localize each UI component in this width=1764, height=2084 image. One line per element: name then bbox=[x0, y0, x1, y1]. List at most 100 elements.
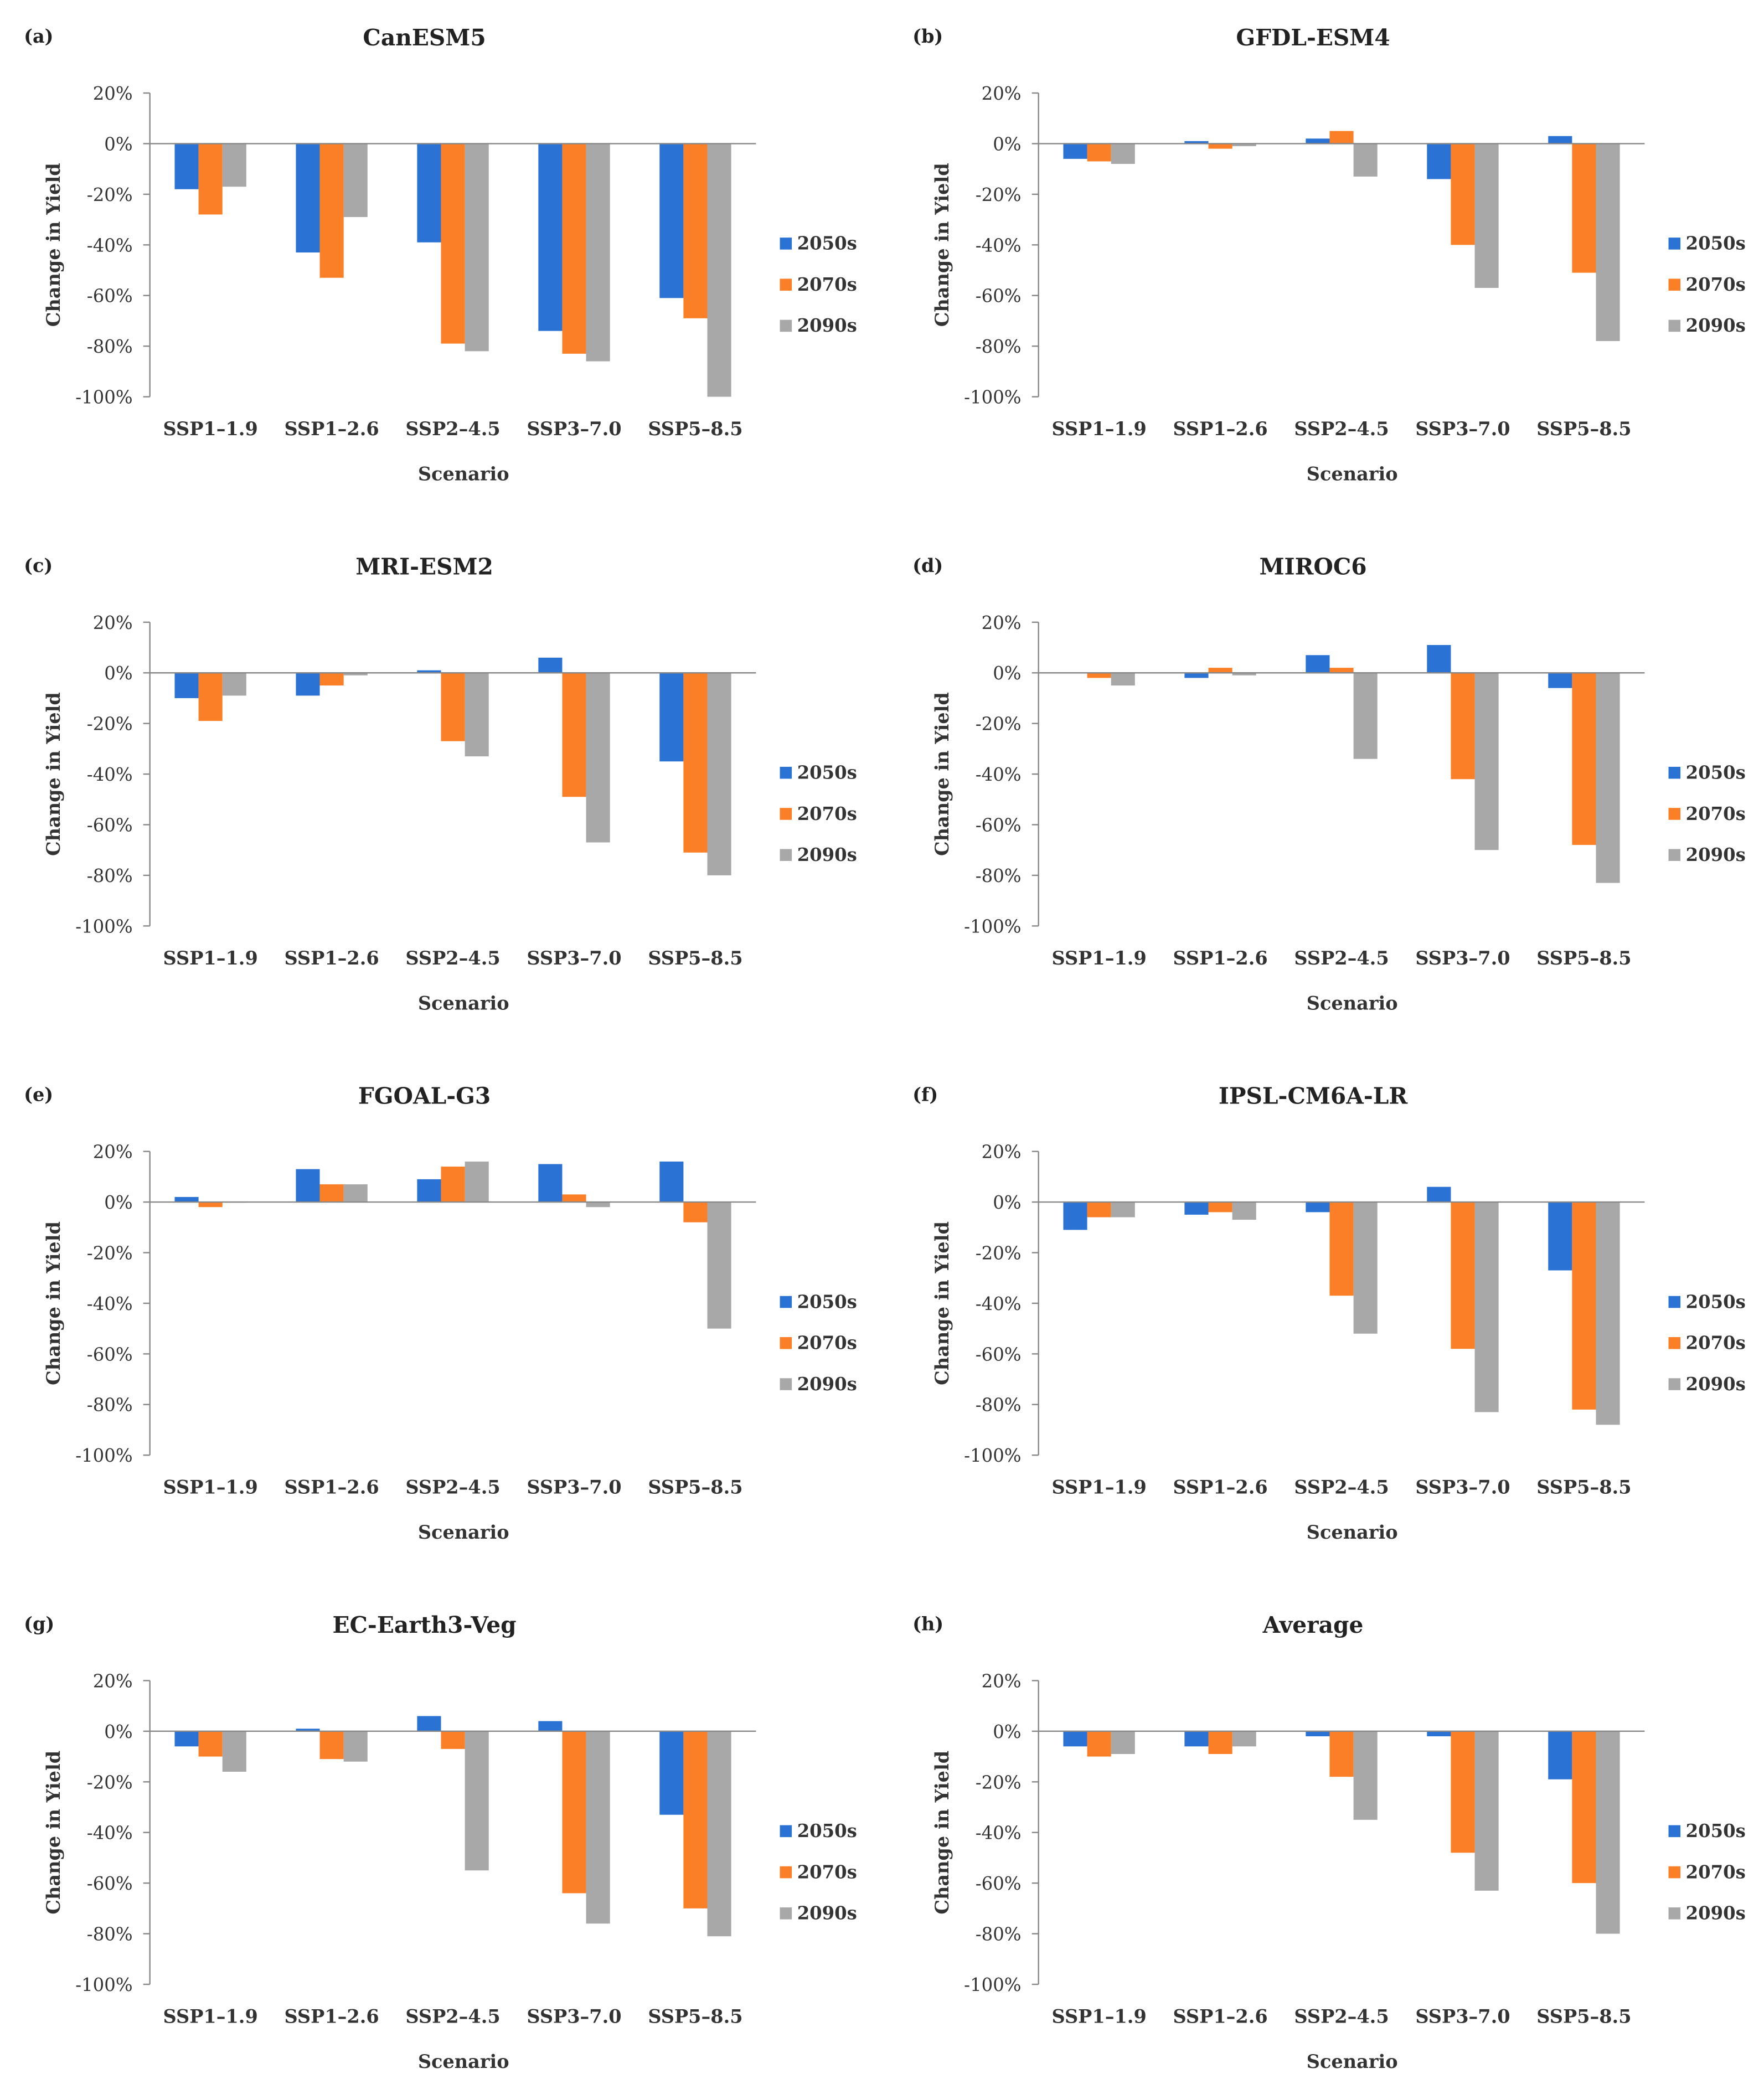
legend-label-2090s: 2090s bbox=[1686, 844, 1746, 865]
bar-2050s-SSP1–1.9 bbox=[1063, 1202, 1087, 1230]
bar-2050s-SSP1–2.6 bbox=[1184, 141, 1209, 144]
y-tick-label: -60% bbox=[976, 286, 1022, 307]
legend-label-2090s: 2090s bbox=[797, 315, 857, 336]
bar-2090s-SSP5–8.5 bbox=[707, 1731, 731, 1937]
legend-label-2070s: 2070s bbox=[1686, 1333, 1746, 1354]
bar-2070s-SSP2–4.5 bbox=[1329, 1731, 1354, 1777]
panel-label: (h) bbox=[912, 1613, 943, 1634]
bar-2090s-SSP3–7.0 bbox=[586, 1202, 610, 1208]
x-tick-label: SSP1–1.9 bbox=[163, 418, 258, 440]
x-tick-label: SSP3–7.0 bbox=[1415, 1477, 1510, 1498]
panel-label: (a) bbox=[24, 25, 53, 47]
bar-2090s-SSP2–4.5 bbox=[1353, 673, 1378, 759]
y-tick-label: -40% bbox=[976, 235, 1022, 256]
bar-2090s-SSP5–8.5 bbox=[1596, 1202, 1620, 1425]
legend-swatch-2050s bbox=[1668, 238, 1681, 250]
chart-title: IPSL-CM6A-LR bbox=[1219, 1082, 1409, 1109]
x-tick-label: SSP2–4.5 bbox=[1294, 947, 1389, 969]
bar-2070s-SSP3–7.0 bbox=[562, 1731, 586, 1894]
x-tick-label: SSP1–2.6 bbox=[284, 1477, 379, 1498]
bar-2070s-SSP1–1.9 bbox=[198, 673, 223, 721]
legend-label-2090s: 2090s bbox=[797, 844, 857, 865]
bar-2050s-SSP2–4.5 bbox=[417, 1179, 441, 1203]
y-tick-label: -80% bbox=[87, 1395, 133, 1416]
y-tick-label: -60% bbox=[87, 286, 133, 307]
bar-2070s-SSP1–2.6 bbox=[1208, 143, 1232, 149]
legend-swatch-2090s bbox=[1668, 319, 1681, 332]
chart-panel-ipsl-cm6a-lr: (f) IPSL-CM6A-LR 20% 0% -20% -40% -60% -80% -100… bbox=[912, 1082, 1746, 1543]
legend-swatch-2050s bbox=[780, 238, 792, 250]
bar-2090s-SSP2–4.5 bbox=[1353, 1202, 1378, 1334]
legend-swatch-2090s bbox=[780, 1378, 792, 1390]
bar-2070s-SSP1–1.9 bbox=[1087, 1202, 1111, 1218]
y-tick-label: -80% bbox=[87, 336, 133, 357]
y-tick-label: -40% bbox=[87, 1293, 133, 1314]
bar-2090s-SSP1–1.9 bbox=[222, 1731, 246, 1772]
bar-2070s-SSP5–8.5 bbox=[683, 1202, 708, 1222]
y-tick-label: 20% bbox=[93, 1142, 133, 1163]
chart-panel-average: (h) Average 20% 0% -20% -40% -60% -80% -100% Chan… bbox=[912, 1612, 1746, 2072]
panel-label: (e) bbox=[24, 1084, 53, 1106]
y-tick-label: -80% bbox=[976, 1395, 1022, 1416]
bar-2090s-SSP1–1.9 bbox=[1111, 143, 1135, 164]
x-tick-label: SSP3–7.0 bbox=[527, 2005, 621, 2027]
y-tick-label: -80% bbox=[976, 1924, 1022, 1945]
x-tick-label: SSP2–4.5 bbox=[405, 1477, 500, 1498]
y-tick-label: 20% bbox=[93, 612, 133, 633]
bar-2070s-SSP2–4.5 bbox=[441, 673, 465, 741]
y-axis-label: Change in Yield bbox=[43, 692, 64, 856]
bar-2090s-SSP1–1.9 bbox=[1111, 673, 1135, 686]
bar-2070s-SSP3–7.0 bbox=[1451, 1731, 1475, 1853]
bar-2050s-SSP2–4.5 bbox=[417, 670, 441, 673]
bar-2070s-SSP1–2.6 bbox=[319, 1184, 344, 1203]
y-tick-label: 20% bbox=[982, 83, 1022, 104]
bar-2070s-SSP2–4.5 bbox=[441, 1731, 465, 1749]
x-tick-label: SSP3–7.0 bbox=[1415, 418, 1510, 440]
y-tick-label: 0% bbox=[104, 133, 132, 154]
bar-2070s-SSP1–1.9 bbox=[198, 1731, 223, 1757]
bar-2070s-SSP2–4.5 bbox=[441, 143, 465, 344]
y-axis-label: Change in Yield bbox=[931, 1751, 953, 1915]
bar-2070s-SSP1–1.9 bbox=[1087, 143, 1111, 162]
bar-2050s-SSP1–1.9 bbox=[174, 1196, 199, 1203]
bar-2050s-SSP3–7.0 bbox=[538, 143, 563, 331]
y-tick-label: -40% bbox=[976, 1293, 1022, 1314]
y-tick-label: -100% bbox=[964, 1445, 1021, 1466]
x-tick-label: SSP1–2.6 bbox=[1173, 418, 1267, 440]
chart-panel-mri-esm2: (c) MRI-ESM2 20% 0% -20% -40% -60% -80% -100% Cha… bbox=[24, 554, 857, 1014]
bar-2070s-SSP3–7.0 bbox=[562, 1194, 586, 1203]
bar-2050s-SSP2–4.5 bbox=[1306, 655, 1330, 673]
x-tick-label: SSP2–4.5 bbox=[405, 947, 500, 969]
bar-2090s-SSP5–8.5 bbox=[707, 143, 731, 397]
bar-2050s-SSP1–2.6 bbox=[1184, 1731, 1209, 1747]
x-tick-label: SSP2–4.5 bbox=[1294, 1477, 1389, 1498]
y-tick-label: -100% bbox=[75, 1974, 132, 1995]
y-axis-label: Change in Yield bbox=[43, 1221, 64, 1385]
x-tick-label: SSP3–7.0 bbox=[1415, 947, 1510, 969]
x-tick-label: SSP3–7.0 bbox=[527, 947, 621, 969]
y-tick-label: 20% bbox=[982, 1670, 1022, 1691]
x-tick-label: SSP3–7.0 bbox=[527, 418, 621, 440]
legend-label-2090s: 2090s bbox=[797, 1374, 857, 1395]
legend-label-2090s: 2090s bbox=[797, 1903, 857, 1924]
bar-2090s-SSP3–7.0 bbox=[586, 143, 610, 362]
bar-2070s-SSP5–8.5 bbox=[1572, 673, 1596, 845]
bar-2090s-SSP1–1.9 bbox=[1111, 1731, 1135, 1754]
x-tick-label: SSP1–1.9 bbox=[1052, 947, 1147, 969]
bar-2090s-SSP3–7.0 bbox=[586, 673, 610, 843]
bar-2090s-SSP3–7.0 bbox=[1474, 1731, 1499, 1891]
bar-2070s-SSP5–8.5 bbox=[683, 673, 708, 853]
bar-2070s-SSP5–8.5 bbox=[1572, 1202, 1596, 1410]
bar-2090s-SSP2–4.5 bbox=[465, 1731, 489, 1871]
y-tick-label: -60% bbox=[976, 1344, 1022, 1365]
x-axis-label: Scenario bbox=[1307, 463, 1398, 485]
x-tick-label: SSP5–8.5 bbox=[1536, 418, 1631, 440]
x-tick-label: SSP1–1.9 bbox=[163, 947, 258, 969]
bar-2090s-SSP1–2.6 bbox=[343, 1731, 368, 1762]
bar-2090s-SSP1–2.6 bbox=[1232, 673, 1256, 675]
bar-2070s-SSP1–1.9 bbox=[1087, 1731, 1111, 1757]
legend-label-2050s: 2050s bbox=[797, 1820, 857, 1841]
bar-2050s-SSP5–8.5 bbox=[659, 673, 684, 762]
bar-2090s-SSP2–4.5 bbox=[465, 673, 489, 757]
y-tick-label: 0% bbox=[104, 663, 132, 684]
